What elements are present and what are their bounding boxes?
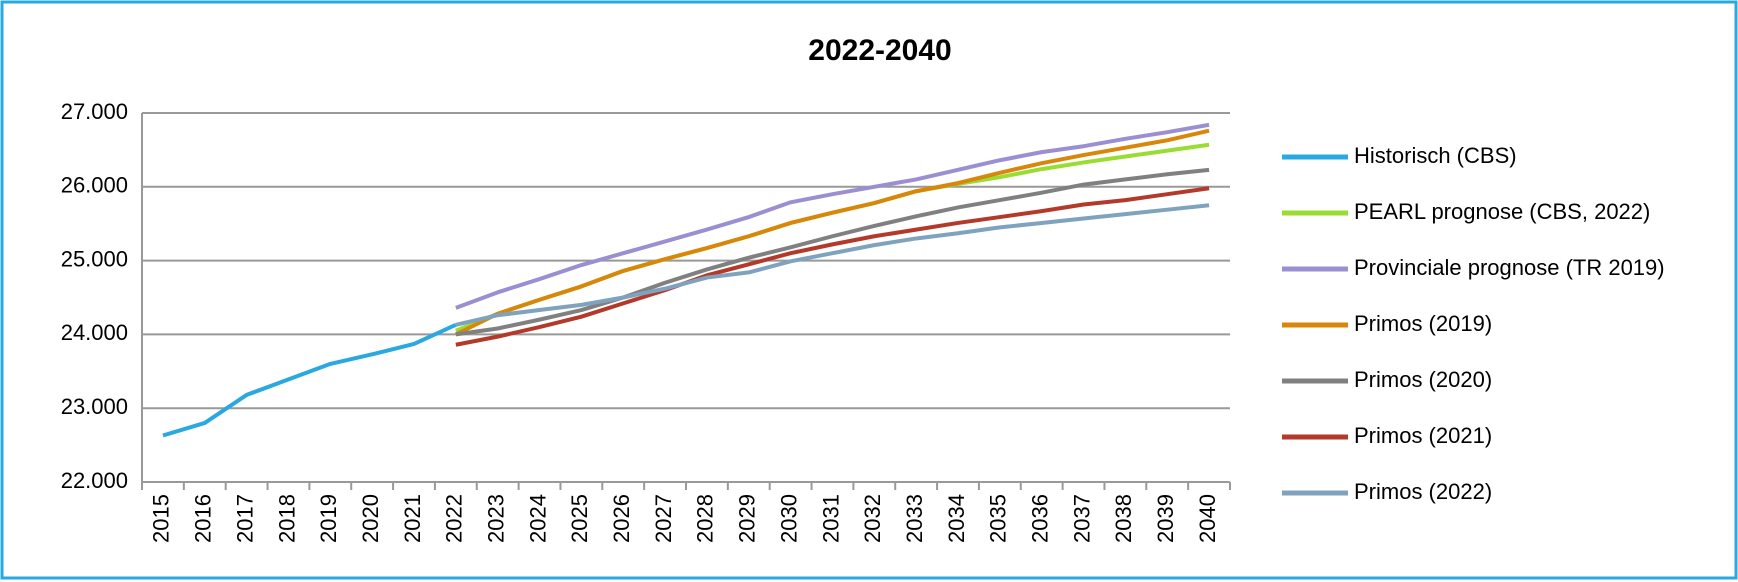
y-tick-label: 22.000 — [61, 468, 128, 493]
y-tick-label: 27.000 — [61, 99, 128, 124]
x-tick-label: 2020 — [358, 494, 383, 543]
y-tick-label: 24.000 — [61, 320, 128, 345]
y-tick-label: 23.000 — [61, 394, 128, 419]
x-tick-label: 2015 — [149, 494, 174, 543]
x-tick-label: 2026 — [609, 494, 634, 543]
x-tick-label: 2034 — [944, 494, 969, 543]
x-tick-label: 2030 — [776, 494, 801, 543]
x-tick-label: 2016 — [191, 494, 216, 543]
y-tick-label: 26.000 — [61, 173, 128, 198]
x-tick-label: 2024 — [525, 494, 550, 543]
x-tick-label: 2038 — [1111, 494, 1136, 543]
series-line — [455, 167, 1210, 337]
x-tick-label: 2029 — [735, 494, 760, 543]
x-tick-label: 2032 — [860, 494, 885, 543]
series-line — [455, 122, 1210, 310]
series-line — [455, 203, 1210, 327]
x-tick-label: 2018 — [274, 494, 299, 543]
x-tick-label: 2022 — [442, 494, 467, 543]
x-tick-label: 2027 — [651, 494, 676, 543]
x-tick-label: 2035 — [986, 494, 1011, 543]
x-tick-label: 2017 — [232, 494, 257, 543]
series-line — [455, 186, 1210, 347]
legend-label: Provinciale prognose (TR 2019) — [1354, 255, 1665, 280]
x-tick-label: 2023 — [484, 494, 509, 543]
series-line — [454, 128, 1210, 337]
x-tick-label: 2031 — [818, 494, 843, 543]
x-tick-label: 2021 — [400, 494, 425, 543]
x-tick-label: 2036 — [1028, 494, 1053, 543]
chart-title: 2022-2040 — [808, 34, 951, 67]
legend-label: Primos (2021) — [1354, 423, 1492, 448]
legend-label: Primos (2022) — [1354, 479, 1492, 504]
x-tick-label: 2040 — [1195, 494, 1220, 543]
legend-label: Primos (2020) — [1354, 367, 1492, 392]
x-tick-label: 2037 — [1069, 494, 1094, 543]
x-tick-label: 2028 — [693, 494, 718, 543]
legend-label: Historisch (CBS) — [1354, 143, 1517, 168]
x-tick-label: 2039 — [1153, 494, 1178, 543]
legend-label: Primos (2019) — [1354, 311, 1492, 336]
x-tick-label: 2019 — [316, 494, 341, 543]
x-tick-label: 2033 — [902, 494, 927, 543]
x-tick-label: 2025 — [567, 494, 592, 543]
legend-label: PEARL prognose (CBS, 2022) — [1354, 199, 1650, 224]
y-tick-label: 25.000 — [61, 246, 128, 271]
series-line — [162, 322, 457, 438]
